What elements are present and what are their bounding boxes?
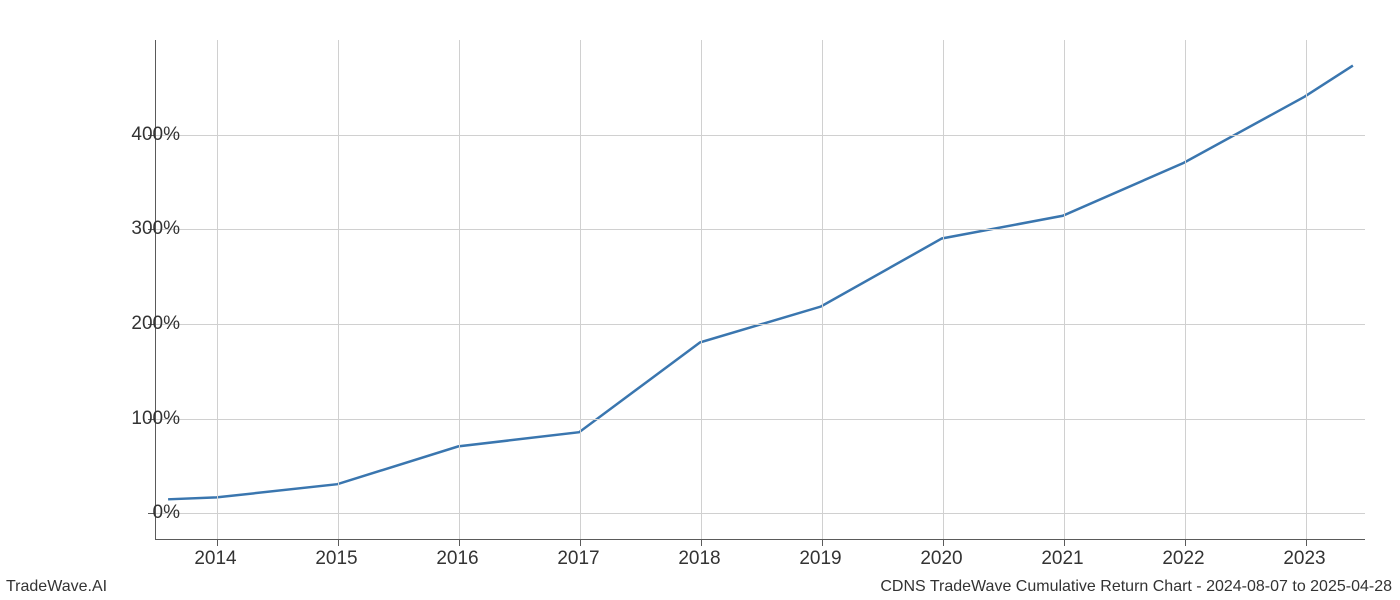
plot-area <box>155 40 1365 540</box>
x-tick <box>822 540 823 546</box>
gridline-vertical <box>1306 40 1307 539</box>
x-tick <box>338 540 339 546</box>
x-tick <box>1306 540 1307 546</box>
x-tick <box>580 540 581 546</box>
x-axis-label: 2016 <box>418 548 498 570</box>
y-axis-label: 400% <box>100 124 180 146</box>
footer-brand: TradeWave.AI <box>6 578 107 596</box>
x-tick <box>943 540 944 546</box>
x-axis-label: 2022 <box>1144 548 1224 570</box>
y-axis-label: 100% <box>100 408 180 430</box>
gridline-vertical <box>943 40 944 539</box>
gridline-vertical <box>822 40 823 539</box>
x-axis-label: 2018 <box>660 548 740 570</box>
footer-caption: CDNS TradeWave Cumulative Return Chart -… <box>880 578 1392 596</box>
gridline-vertical <box>1185 40 1186 539</box>
gridline-vertical <box>1064 40 1065 539</box>
gridline-vertical <box>459 40 460 539</box>
gridline-vertical <box>701 40 702 539</box>
gridline-vertical <box>580 40 581 539</box>
gridline-vertical <box>338 40 339 539</box>
x-axis-label: 2015 <box>297 548 377 570</box>
x-tick <box>1064 540 1065 546</box>
x-axis-label: 2023 <box>1265 548 1345 570</box>
y-axis-label: 0% <box>100 502 180 524</box>
chart-area <box>155 40 1365 540</box>
x-tick <box>217 540 218 546</box>
x-tick <box>1185 540 1186 546</box>
y-axis-label: 200% <box>100 313 180 335</box>
x-tick <box>701 540 702 546</box>
x-axis-label: 2021 <box>1023 548 1103 570</box>
gridline-vertical <box>217 40 218 539</box>
y-axis-label: 300% <box>100 218 180 240</box>
x-axis-label: 2020 <box>902 548 982 570</box>
x-axis-label: 2019 <box>781 548 861 570</box>
x-axis-label: 2014 <box>176 548 256 570</box>
x-axis-label: 2017 <box>539 548 619 570</box>
x-tick <box>459 540 460 546</box>
